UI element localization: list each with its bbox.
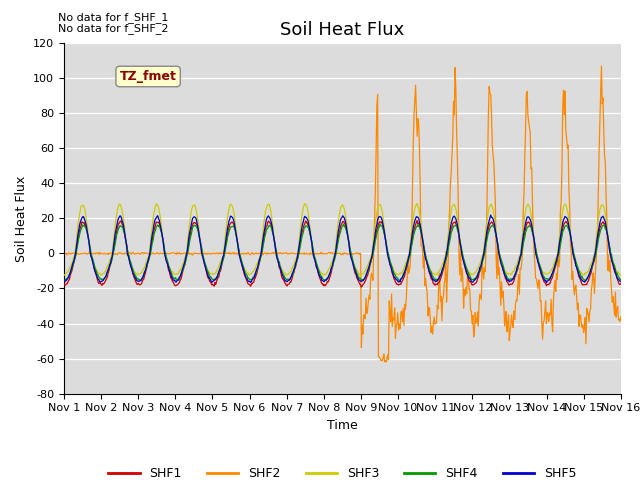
Line: SHF5: SHF5	[64, 215, 621, 283]
SHF1	[358, 284, 365, 290]
SHF1	[214, 276, 221, 282]
SHF1	[60, 281, 68, 287]
SHF1	[413, 218, 421, 224]
SHF2	[127, 251, 135, 257]
SHF2	[382, 359, 390, 365]
SHF4	[214, 273, 221, 279]
SHF5	[617, 279, 625, 285]
SHF2	[617, 314, 625, 320]
SHF3	[184, 237, 192, 242]
SHF3	[356, 273, 364, 279]
Text: No data for f_SHF_2: No data for f_SHF_2	[58, 23, 168, 34]
SHF2	[70, 250, 78, 256]
SHF4	[411, 228, 419, 234]
Line: SHF2: SHF2	[64, 66, 621, 362]
SHF1	[617, 281, 625, 287]
SHF3	[214, 267, 221, 273]
SHF4	[60, 278, 68, 284]
SHF5	[60, 278, 68, 284]
SHF4	[376, 221, 384, 227]
SHF3	[428, 269, 436, 275]
SHF4	[70, 259, 78, 264]
SHF2	[60, 250, 68, 255]
SHF4	[184, 249, 192, 254]
Text: No data for f_SHF_1: No data for f_SHF_1	[58, 12, 168, 23]
SHF2	[428, 329, 435, 335]
SHF3	[413, 201, 421, 206]
SHF3	[411, 206, 419, 212]
SHF2	[214, 251, 221, 256]
SHF5	[426, 270, 434, 276]
SHF4	[433, 278, 441, 284]
SHF2	[184, 250, 192, 256]
SHF3	[127, 263, 135, 269]
SHF3	[60, 273, 68, 278]
SHF5	[214, 274, 221, 280]
SHF1	[184, 247, 192, 252]
SHF4	[127, 261, 135, 267]
SHF5	[127, 265, 135, 271]
SHF4	[428, 269, 435, 275]
SHF5	[184, 243, 192, 249]
X-axis label: Time: Time	[327, 419, 358, 432]
Legend: SHF1, SHF2, SHF3, SHF4, SHF5: SHF1, SHF2, SHF3, SHF4, SHF5	[103, 462, 582, 480]
Line: SHF4: SHF4	[64, 224, 621, 281]
SHF3	[70, 254, 78, 260]
Title: Soil Heat Flux: Soil Heat Flux	[280, 21, 404, 39]
SHF4	[617, 277, 625, 283]
Line: SHF1: SHF1	[64, 221, 621, 287]
SHF1	[70, 259, 78, 264]
SHF2	[411, 97, 419, 103]
Line: SHF3: SHF3	[64, 204, 621, 276]
SHF1	[428, 276, 436, 282]
SHF1	[127, 264, 135, 270]
SHF2	[598, 63, 605, 69]
SHF1	[411, 224, 419, 230]
Text: TZ_fmet: TZ_fmet	[120, 70, 177, 83]
SHF5	[70, 257, 78, 263]
Y-axis label: Soil Heat Flux: Soil Heat Flux	[15, 175, 28, 262]
SHF5	[543, 280, 550, 286]
SHF5	[487, 212, 495, 218]
SHF5	[410, 221, 418, 227]
SHF3	[617, 272, 625, 278]
